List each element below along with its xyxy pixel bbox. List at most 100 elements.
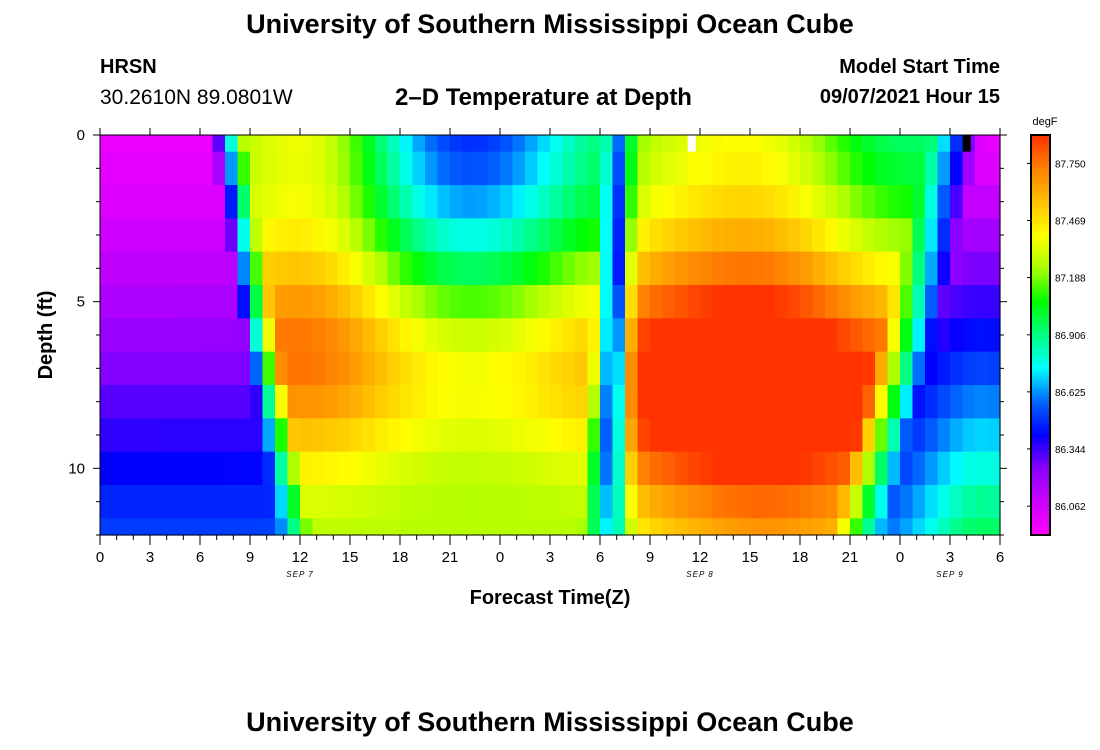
- heatmap-cell: [750, 185, 764, 219]
- heatmap-cell: [625, 135, 639, 153]
- heatmap-cell: [425, 385, 439, 419]
- heatmap-cell: [212, 418, 226, 453]
- heatmap-cell: [100, 318, 114, 353]
- heatmap-cell: [925, 285, 939, 319]
- heatmap-cell: [137, 151, 151, 186]
- heatmap-cell: [100, 135, 114, 153]
- heatmap-cell: [587, 218, 601, 253]
- heatmap-cell: [275, 485, 289, 519]
- heatmap-cell: [350, 518, 364, 536]
- heatmap-cell: [600, 135, 614, 153]
- heatmap-cell: [700, 218, 714, 253]
- heatmap-cell: [537, 185, 551, 219]
- chart-title: 2–D Temperature at Depth: [395, 84, 692, 111]
- heatmap-cell: [487, 318, 501, 353]
- heatmap-cell: [212, 485, 226, 519]
- heatmap-cell: [437, 185, 451, 219]
- heatmap-cell: [950, 151, 964, 186]
- heatmap-cell: [187, 318, 201, 353]
- heatmap-cell: [300, 285, 314, 319]
- heatmap-cell: [812, 185, 826, 219]
- heatmap-cell: [125, 285, 139, 319]
- x-tick-label: 21: [842, 549, 859, 566]
- heatmap-cell: [437, 385, 451, 419]
- heatmap-cell: [775, 218, 789, 253]
- heatmap-cell: [312, 251, 326, 286]
- heatmap-cell: [562, 385, 576, 419]
- heatmap-cell: [137, 318, 151, 353]
- heatmap-cell: [387, 185, 401, 219]
- heatmap-cell: [137, 418, 151, 453]
- heatmap-cell: [675, 151, 689, 186]
- heatmap-cell: [675, 351, 689, 386]
- heatmap-cell: [600, 385, 614, 419]
- heatmap-cell: [912, 418, 926, 453]
- heatmap-cell: [250, 518, 264, 536]
- heatmap-cell: [600, 418, 614, 453]
- heatmap-cell: [575, 251, 589, 286]
- heatmap-cell: [375, 218, 389, 253]
- heatmap-cell: [475, 318, 489, 353]
- heatmap-cell: [875, 151, 889, 186]
- heatmap-cell: [712, 485, 726, 519]
- heatmap-cell: [887, 318, 901, 353]
- heatmap-cell: [275, 218, 289, 253]
- x-tick-label: 3: [546, 549, 554, 566]
- heatmap-cell: [387, 218, 401, 253]
- heatmap-cell: [662, 418, 676, 453]
- heatmap-cell: [725, 251, 739, 286]
- heatmap-cell: [775, 451, 789, 486]
- heatmap-cell: [225, 518, 239, 536]
- heatmap-cell: [125, 185, 139, 219]
- heatmap-cell: [112, 451, 126, 486]
- heatmap-cell: [825, 385, 839, 419]
- heatmap-cell: [675, 451, 689, 486]
- heatmap-cell: [450, 451, 464, 486]
- heatmap-cell: [675, 318, 689, 353]
- heatmap-cell: [462, 318, 476, 353]
- heatmap-cell: [450, 418, 464, 453]
- heatmap-cell: [962, 485, 976, 519]
- heatmap-cell: [612, 518, 626, 536]
- heatmap-cell: [987, 351, 1001, 386]
- heatmap-cell: [887, 385, 901, 419]
- heatmap-cell: [700, 351, 714, 386]
- heatmap-cell: [925, 351, 939, 386]
- heatmap-cell: [750, 385, 764, 419]
- heatmap-cell: [462, 385, 476, 419]
- heatmap-cell: [437, 218, 451, 253]
- heatmap-cell: [550, 418, 564, 453]
- heatmap-cell: [212, 285, 226, 319]
- heatmap-cell: [787, 251, 801, 286]
- heatmap-cell: [975, 485, 989, 519]
- heatmap-cell: [175, 385, 189, 419]
- heatmap-cell: [350, 351, 364, 386]
- heatmap-cell: [287, 451, 301, 486]
- x-tick-label: 12: [292, 549, 309, 566]
- station-name: HRSN: [100, 56, 157, 78]
- heatmap-cell: [412, 518, 426, 536]
- heatmap-cell: [962, 351, 976, 386]
- heatmap-cell: [812, 518, 826, 536]
- heatmap-cell: [325, 385, 339, 419]
- heatmap-cell: [425, 151, 439, 186]
- heatmap-cell: [837, 318, 851, 353]
- heatmap-cell: [962, 385, 976, 419]
- heatmap-cell: [200, 351, 214, 386]
- heatmap-cell: [850, 385, 864, 419]
- footer-title: University of Southern Mississippi Ocean…: [246, 707, 854, 737]
- heatmap-cell: [625, 285, 639, 319]
- heatmap-cell: [575, 151, 589, 186]
- heatmap-cell: [487, 351, 501, 386]
- heatmap-cell: [337, 135, 351, 153]
- heatmap-cell: [762, 351, 776, 386]
- heatmap-cell: [600, 251, 614, 286]
- heatmap-cell: [837, 185, 851, 219]
- heatmap-cell: [362, 218, 376, 253]
- heatmap-cell: [150, 185, 164, 219]
- heatmap-cell: [112, 518, 126, 536]
- heatmap-cell: [750, 218, 764, 253]
- heatmap-cell: [937, 218, 951, 253]
- heatmap-cell: [200, 518, 214, 536]
- heatmap-cell: [312, 385, 326, 419]
